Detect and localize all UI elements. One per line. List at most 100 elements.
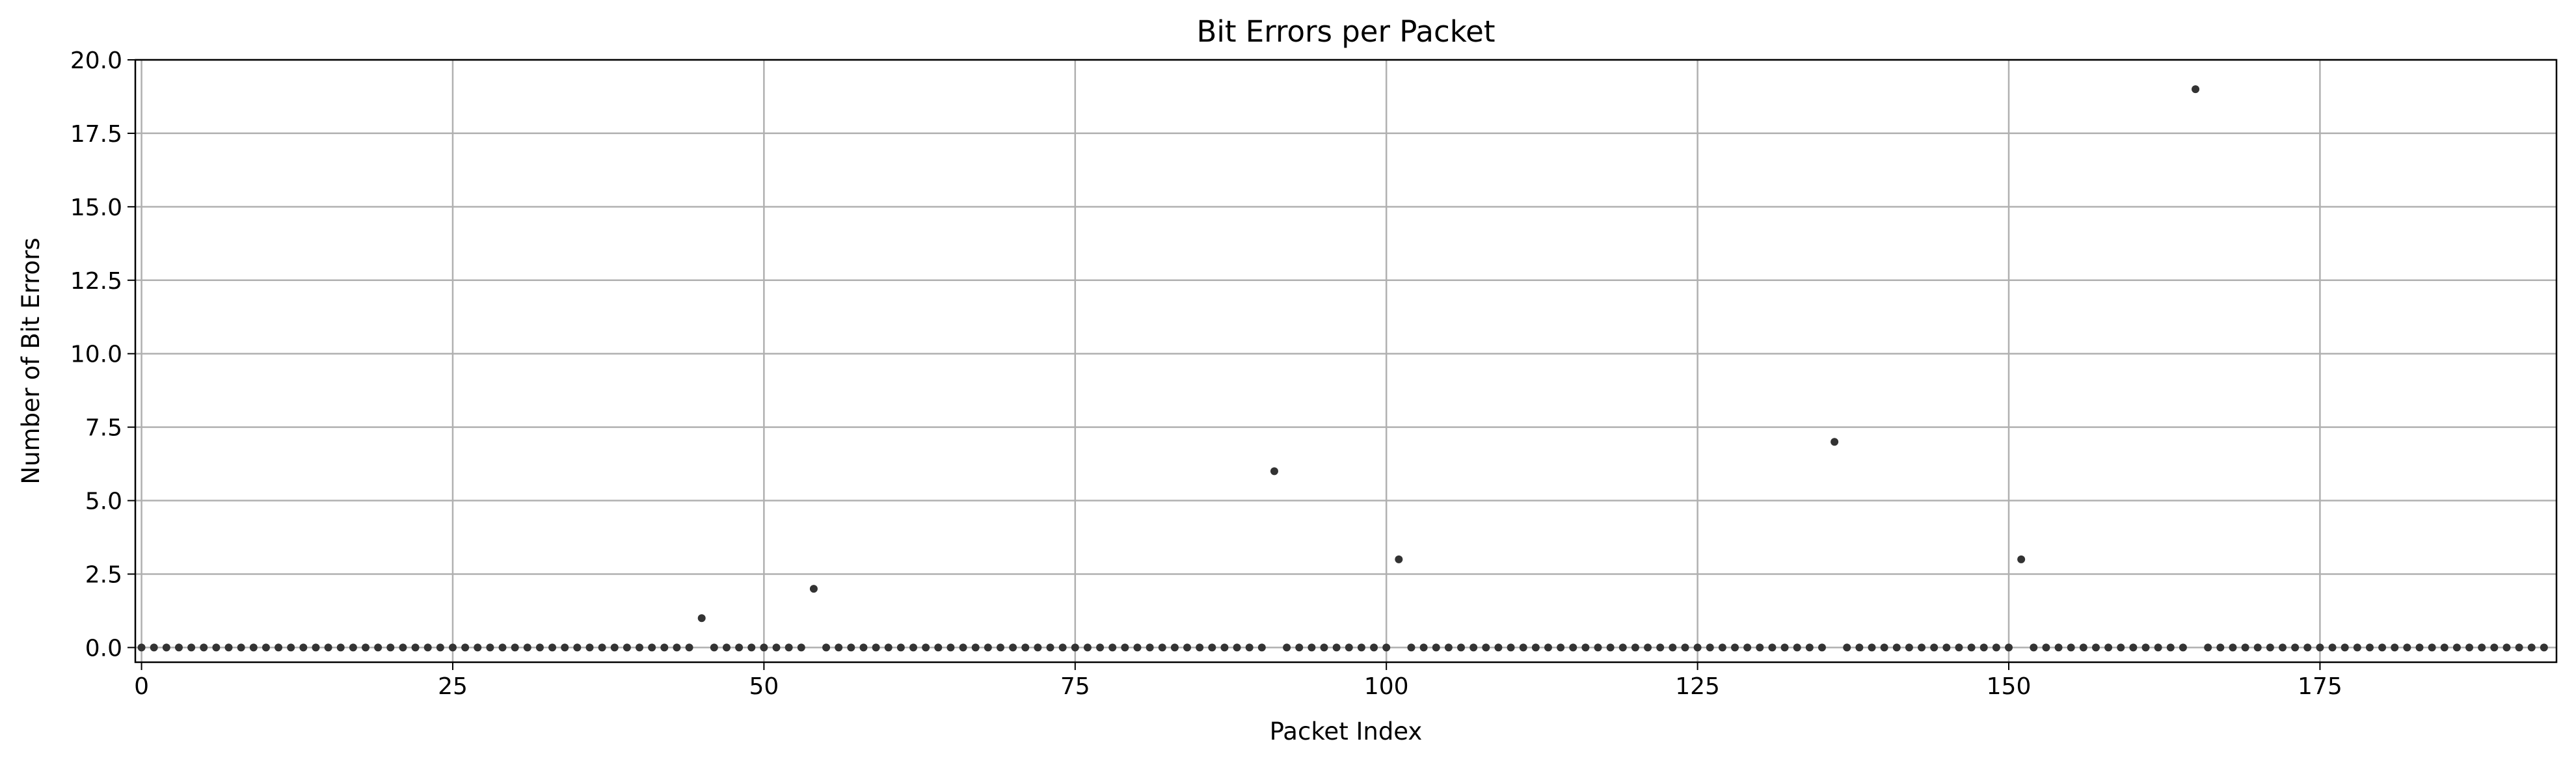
data-point	[1407, 643, 1415, 652]
data-point	[2017, 555, 2026, 563]
data-point	[312, 643, 320, 652]
data-point	[2391, 643, 2399, 652]
x-axis-ticks: 0 25 50 75 100 125 150 175	[134, 662, 2342, 700]
data-point	[636, 643, 644, 652]
y-axis-label: Number of Bit Errors	[17, 237, 45, 484]
data-point	[585, 643, 594, 652]
data-point	[2378, 643, 2387, 652]
data-point	[772, 643, 781, 652]
data-point	[212, 643, 221, 652]
data-point	[2353, 643, 2361, 652]
y-tick-label: 0.0	[85, 635, 122, 662]
data-point	[1419, 643, 1428, 652]
y-tick-label: 2.5	[85, 561, 122, 588]
data-point	[224, 643, 233, 652]
data-point	[1930, 643, 1939, 652]
data-point	[523, 643, 531, 652]
data-point	[847, 643, 855, 652]
data-point	[1581, 643, 1590, 652]
data-point	[1519, 643, 1527, 652]
x-tick-label: 25	[438, 673, 468, 700]
data-point	[747, 643, 756, 652]
data-point	[2054, 643, 2063, 652]
data-point	[461, 643, 470, 652]
data-point	[2341, 643, 2349, 652]
data-point	[1644, 643, 1652, 652]
data-point	[2527, 643, 2536, 652]
data-point	[374, 643, 382, 652]
data-point	[1618, 643, 1627, 652]
data-point	[946, 643, 955, 652]
data-point	[1743, 643, 1752, 652]
data-point	[685, 643, 693, 652]
data-point	[1656, 643, 1665, 652]
data-point	[1731, 643, 1739, 652]
data-point	[1482, 643, 1490, 652]
y-tick-label: 12.5	[70, 268, 122, 295]
data-point	[1432, 643, 1440, 652]
x-tick-label: 0	[134, 673, 149, 700]
data-point	[2490, 643, 2499, 652]
data-point	[2241, 643, 2249, 652]
data-point	[785, 643, 793, 652]
data-point	[150, 643, 158, 652]
data-point	[336, 643, 345, 652]
data-point	[1507, 643, 1515, 652]
data-point	[137, 643, 146, 652]
data-point	[1208, 643, 1216, 652]
data-point	[896, 643, 905, 652]
data-point	[1494, 643, 1503, 652]
y-axis-ticks: 0.0 2.5 5.0 7.5 10.0 12.5 15.0 17.5 20.0	[70, 47, 135, 662]
data-point	[1594, 643, 1602, 652]
data-point	[2452, 643, 2461, 652]
data-point	[2502, 643, 2511, 652]
data-point	[909, 643, 918, 652]
data-point	[2192, 85, 2200, 94]
x-tick-label: 100	[1364, 673, 1409, 700]
data-point	[1992, 643, 2000, 652]
y-tick-label: 17.5	[70, 121, 122, 148]
data-point	[1096, 643, 1105, 652]
data-point	[1270, 467, 1278, 476]
data-point	[2365, 643, 2374, 652]
data-point	[1831, 438, 1839, 446]
data-point	[1034, 643, 1042, 652]
data-point	[1706, 643, 1714, 652]
data-point	[922, 643, 930, 652]
data-point	[1469, 643, 1478, 652]
data-point	[835, 643, 843, 652]
data-point	[1183, 643, 1192, 652]
data-point	[1681, 643, 1689, 652]
y-tick-label: 10.0	[70, 342, 122, 368]
data-point	[1569, 643, 1577, 652]
data-point	[324, 643, 332, 652]
x-tick-label: 50	[749, 673, 779, 700]
data-point	[2328, 643, 2337, 652]
data-point	[1170, 643, 1179, 652]
data-point	[275, 643, 283, 652]
data-point	[1308, 643, 1316, 652]
x-axis-label: Packet Index	[1270, 718, 1423, 745]
data-point	[722, 643, 731, 652]
data-point	[1158, 643, 1166, 652]
data-point	[2091, 643, 2100, 652]
data-point	[1009, 643, 1017, 652]
data-point	[2042, 643, 2050, 652]
data-point	[934, 643, 943, 652]
x-tick-label: 150	[1987, 673, 2032, 700]
data-point	[1071, 643, 1079, 652]
data-point	[1606, 643, 1615, 652]
data-point	[673, 643, 681, 652]
data-point	[411, 643, 420, 652]
data-point	[1557, 643, 1565, 652]
data-point	[1544, 643, 1552, 652]
data-point	[1245, 643, 1254, 652]
data-point	[884, 643, 892, 652]
data-point	[1868, 643, 1876, 652]
data-point	[660, 643, 669, 652]
data-point	[1108, 643, 1117, 652]
data-point	[1058, 643, 1067, 652]
data-point	[610, 643, 619, 652]
data-point	[1457, 643, 1466, 652]
